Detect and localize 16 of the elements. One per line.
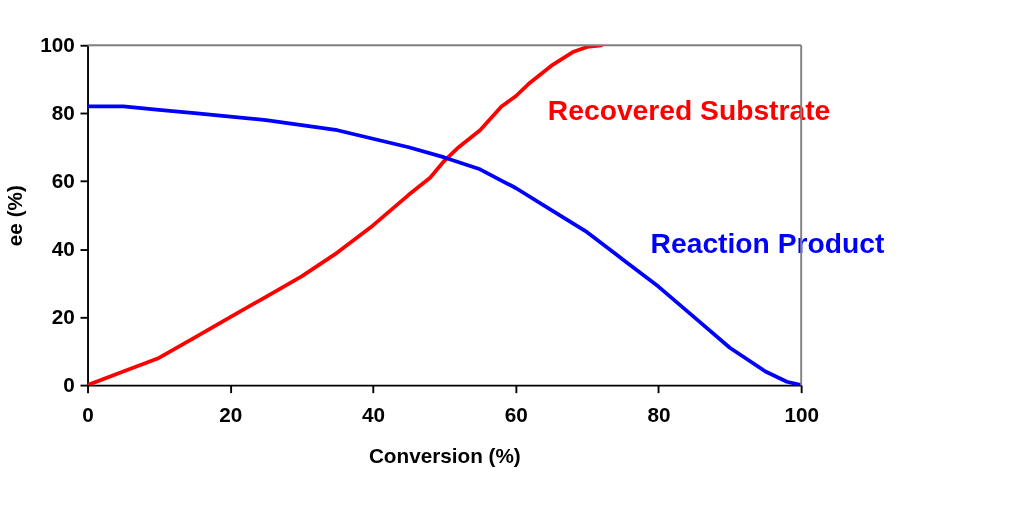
y-tick-label: 60 bbox=[51, 169, 75, 193]
series-label: Recovered Substrate bbox=[547, 94, 831, 127]
y-tick-label: 40 bbox=[51, 237, 75, 261]
x-tick-label: 60 bbox=[504, 403, 528, 427]
x-tick-label: 40 bbox=[361, 403, 385, 427]
y-axis-title: ee (%) bbox=[3, 185, 27, 247]
y-tick-label: 20 bbox=[51, 305, 75, 329]
y-tick-label: 80 bbox=[51, 101, 75, 125]
x-tick-label: 80 bbox=[647, 403, 671, 427]
x-tick-label: 0 bbox=[82, 403, 94, 427]
x-tick-label: 100 bbox=[784, 403, 819, 427]
series-label: Reaction Product bbox=[650, 227, 885, 260]
x-axis-title: Conversion (%) bbox=[368, 443, 521, 467]
x-tick-label: 20 bbox=[219, 403, 243, 427]
y-tick-label: 100 bbox=[40, 33, 75, 57]
y-tick-label: 0 bbox=[63, 373, 75, 397]
